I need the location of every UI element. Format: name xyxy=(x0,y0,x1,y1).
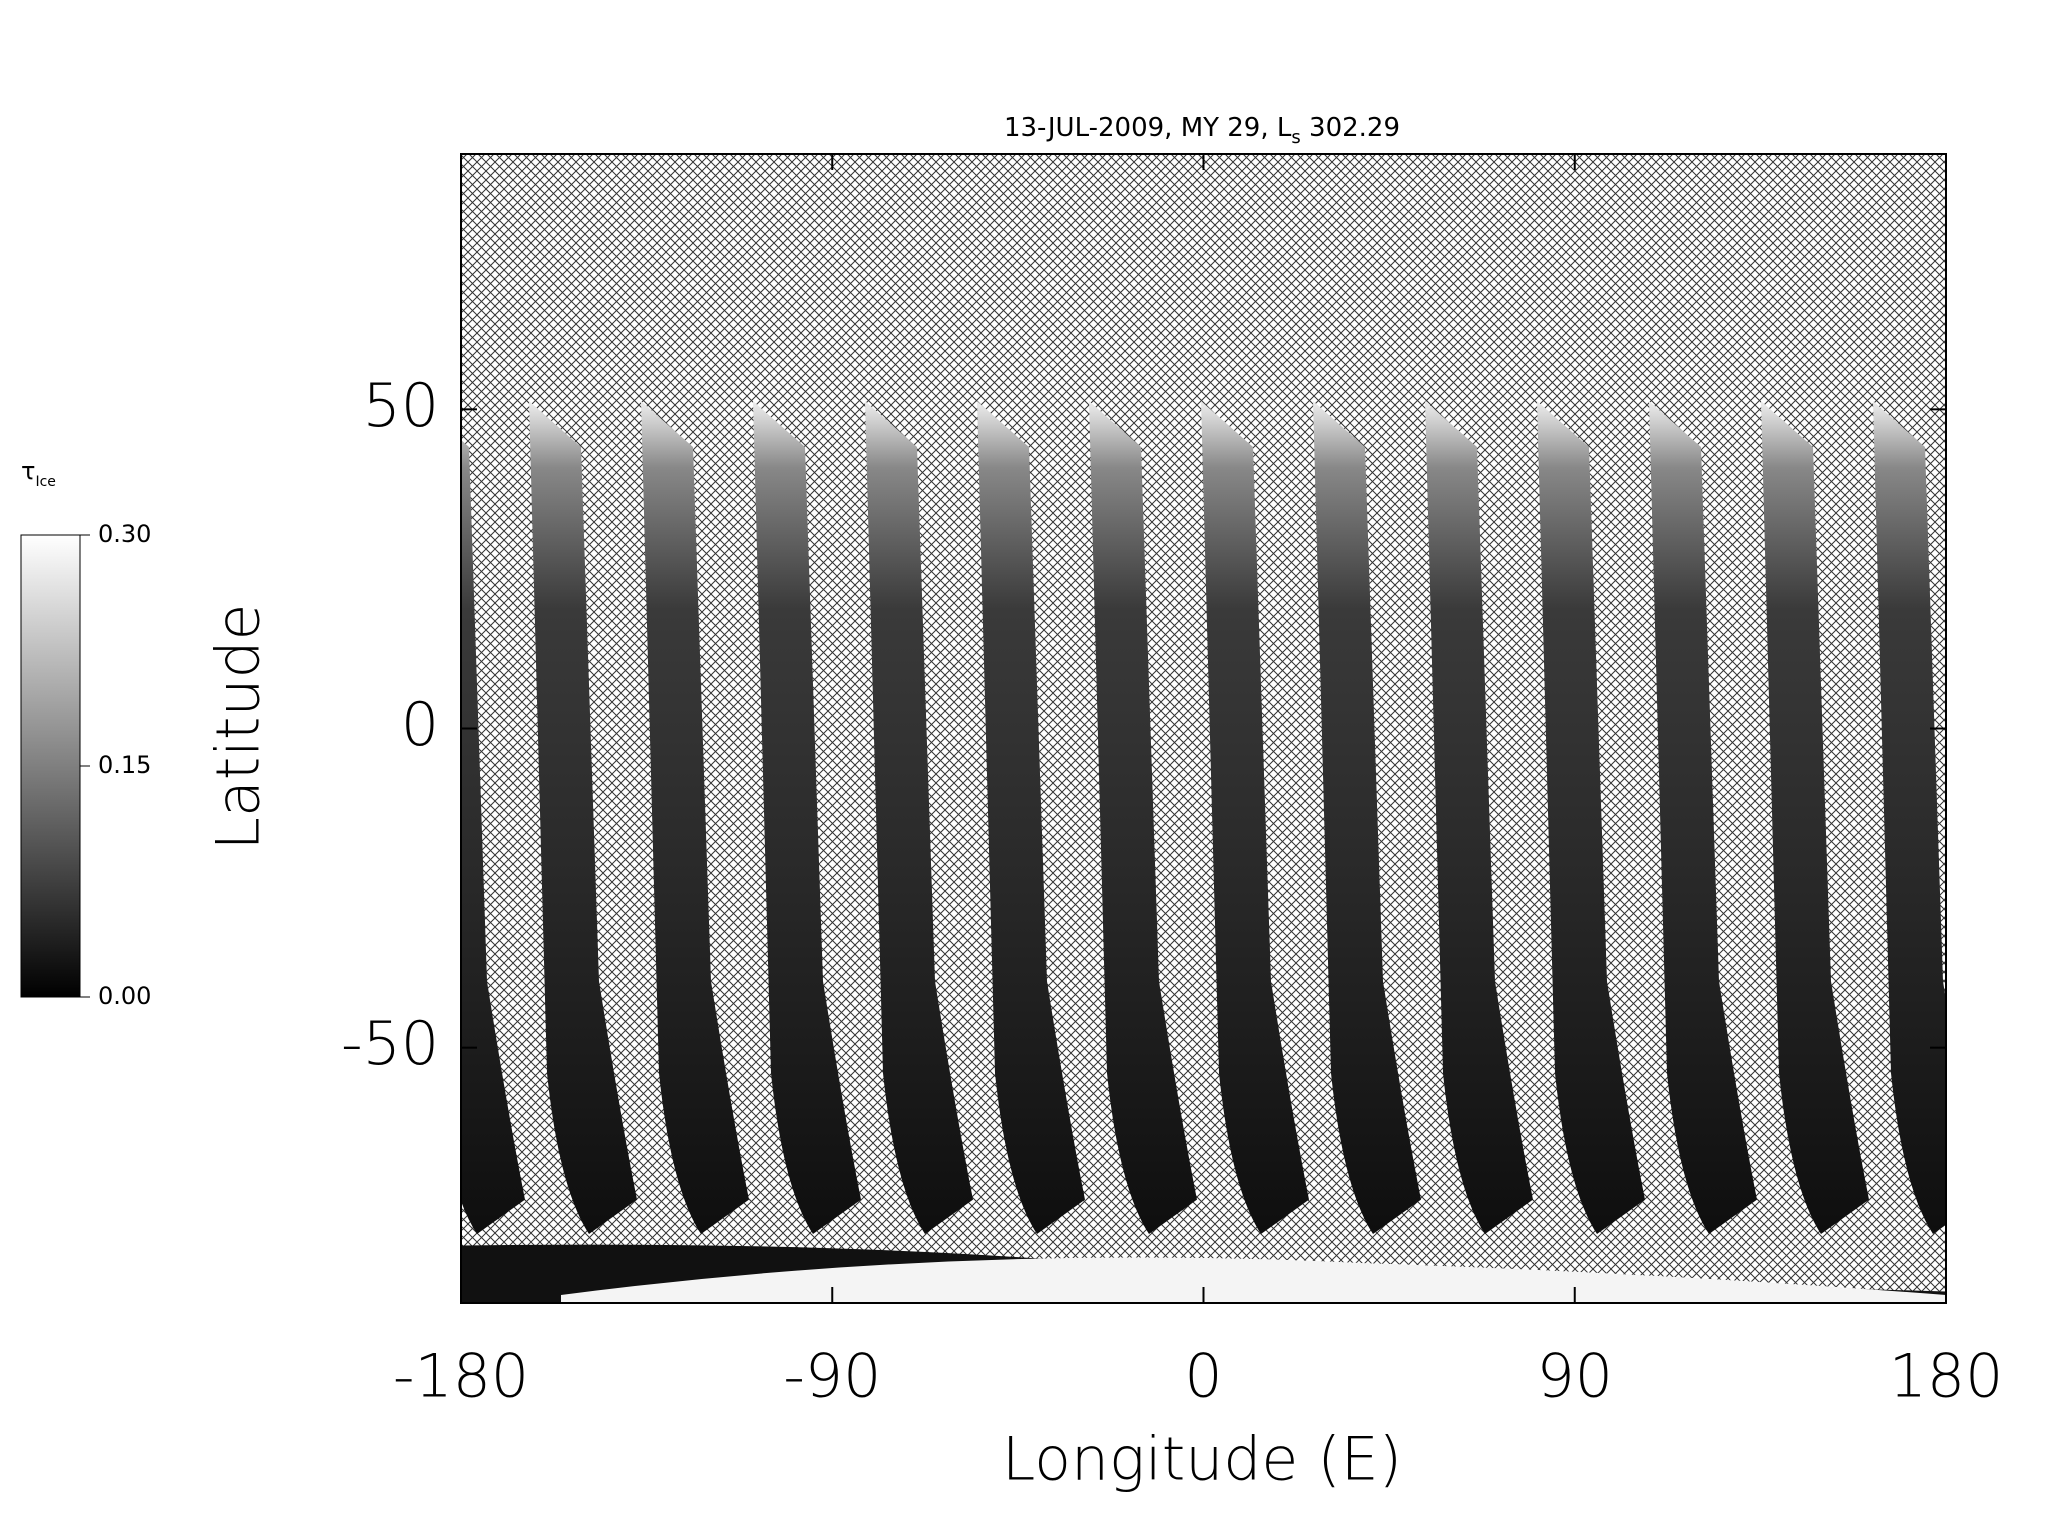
y-tick-label: 0 xyxy=(401,690,439,760)
swath xyxy=(1649,401,1757,1235)
swath xyxy=(529,401,637,1235)
swath xyxy=(1873,401,1946,1235)
swath xyxy=(1089,401,1197,1235)
colorbar-tick-label: 0.00 xyxy=(98,982,151,1010)
swath xyxy=(1425,401,1533,1235)
swath xyxy=(977,401,1085,1235)
colorbar-tick-label: 0.30 xyxy=(98,520,151,548)
swath xyxy=(1537,401,1645,1235)
x-axis-label: Longitude (E) xyxy=(1002,1425,1402,1495)
y-tick-label: -50 xyxy=(341,1009,439,1079)
x-tick-label: -180 xyxy=(393,1342,529,1412)
swath xyxy=(461,439,525,1235)
swath xyxy=(1201,401,1309,1235)
x-tick-label: 180 xyxy=(1889,1342,2004,1412)
chart-title: 13-JUL-2009, MY 29, Ls 302.29 xyxy=(1004,113,1400,149)
x-tick-label: -90 xyxy=(783,1342,881,1412)
swath xyxy=(753,401,861,1235)
swaths xyxy=(461,401,2048,1303)
colorbar xyxy=(20,534,81,998)
swath xyxy=(641,401,749,1235)
y-tick-label: 50 xyxy=(363,371,439,441)
colorbar-tick-label: 0.15 xyxy=(98,751,151,779)
y-axis-label: Latitude xyxy=(204,604,274,851)
swath xyxy=(1985,401,2048,1234)
colorbar-label: τIce xyxy=(21,457,56,490)
swath xyxy=(1761,401,1869,1235)
swath xyxy=(865,401,973,1235)
swath xyxy=(1313,401,1421,1235)
x-tick-label: 0 xyxy=(1184,1342,1222,1412)
polar-cap xyxy=(561,1257,1946,1303)
x-tick-label: 90 xyxy=(1537,1342,1613,1412)
